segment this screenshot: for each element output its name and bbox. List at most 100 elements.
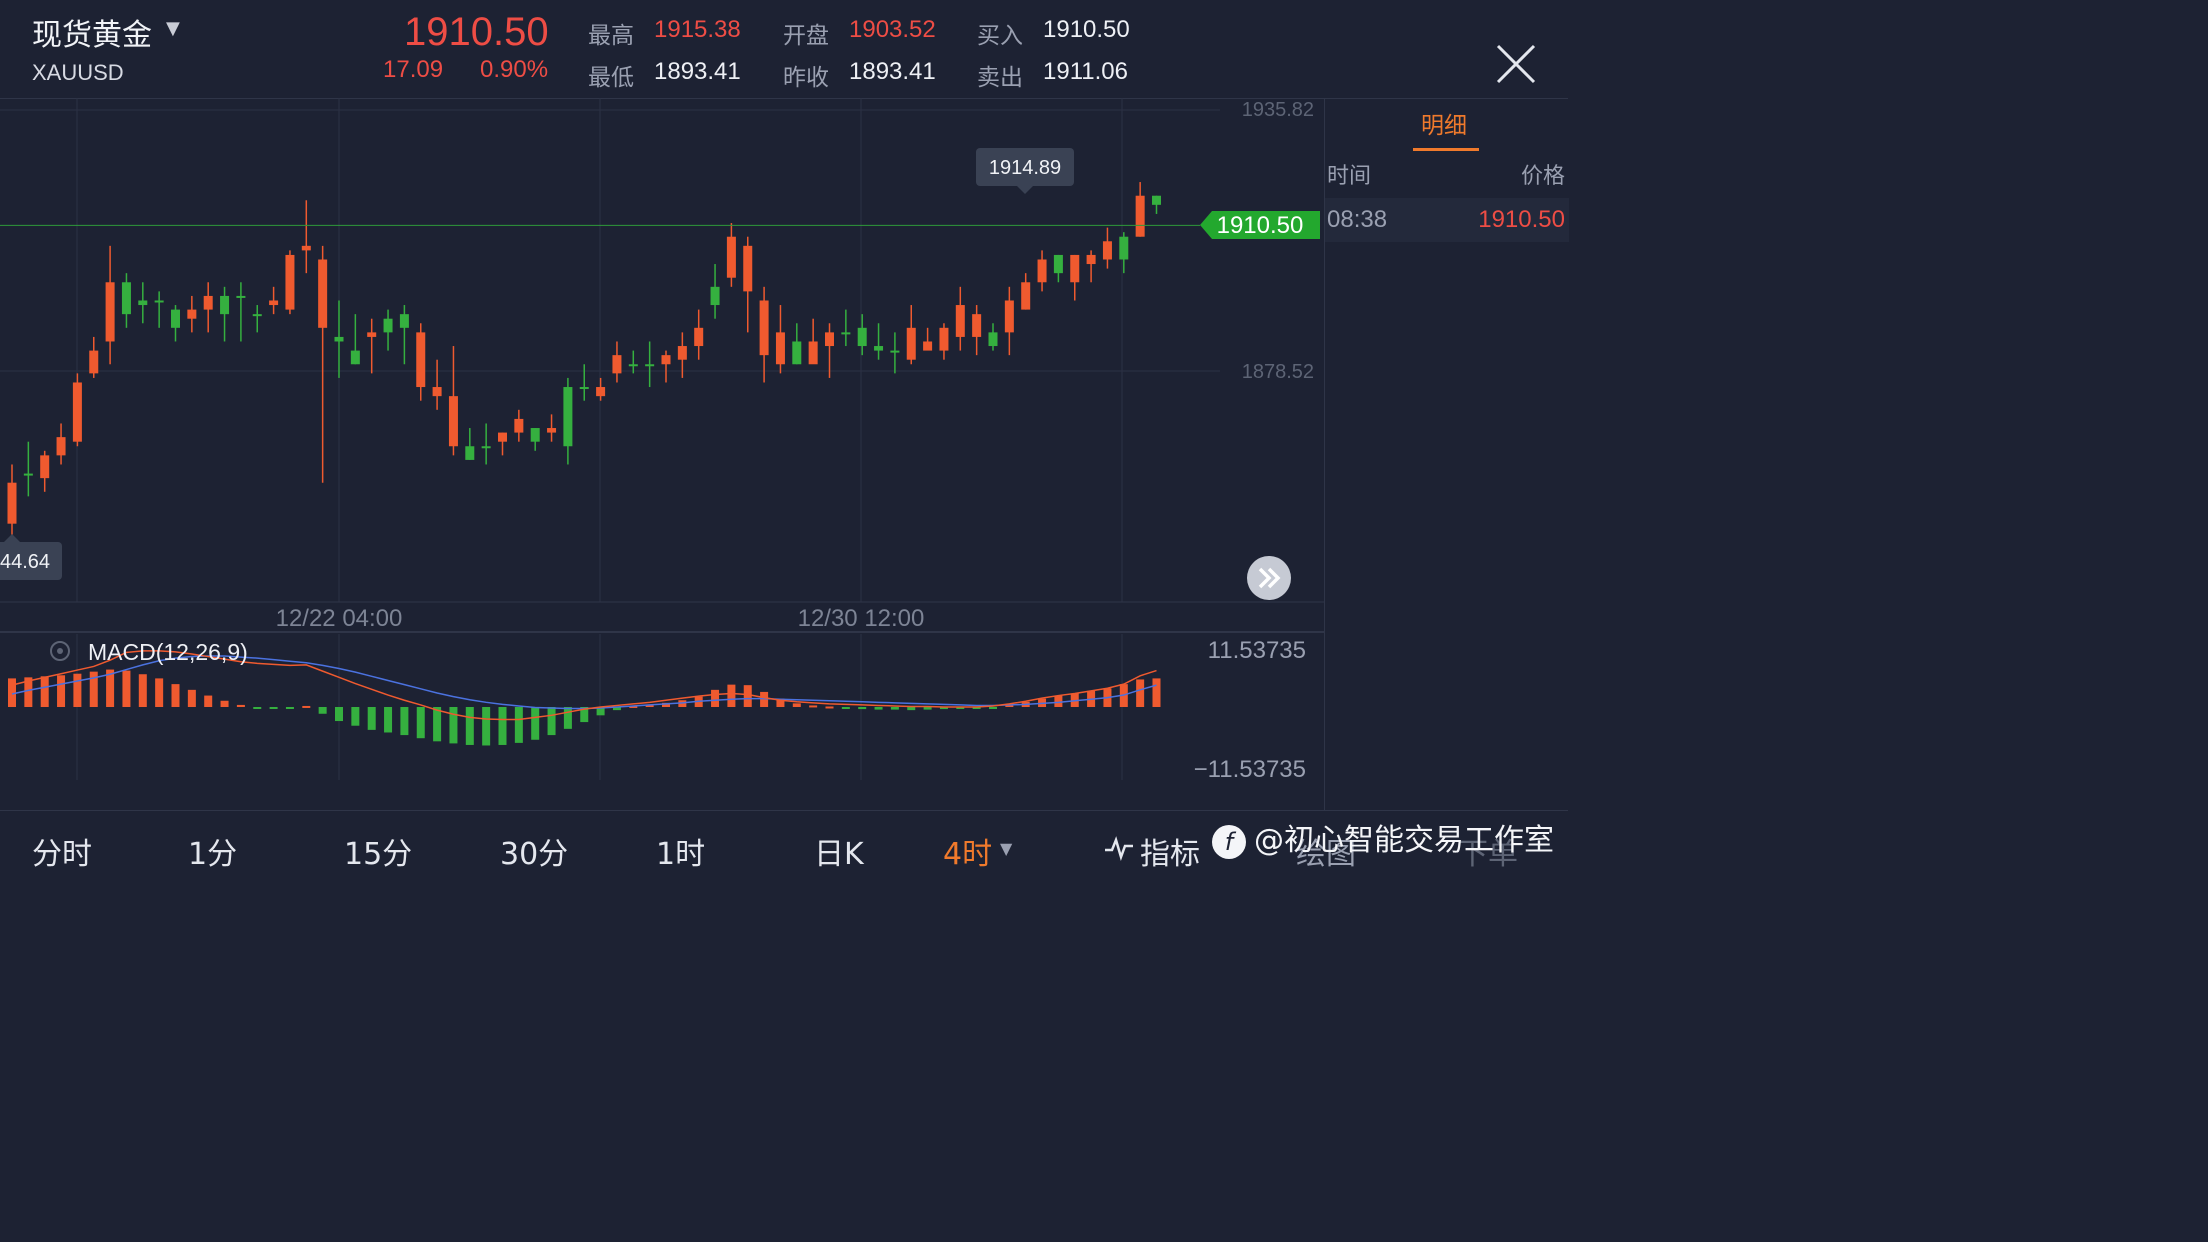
macd-bar (776, 698, 785, 707)
settings-gear-icon (50, 641, 70, 661)
macd-axis-bottom: −11.53735 (1194, 756, 1306, 783)
macd-bar (612, 707, 621, 711)
tf-4h[interactable]: 4时 (943, 837, 993, 872)
candle (841, 309, 851, 347)
timeframe-toolbar: 分时 1分 15分 30分 1时 日K 4时 ▼ 指标 绘图 下单 f @初心智能… (0, 810, 1568, 883)
macd-bar (760, 691, 769, 707)
candle-body (939, 327, 949, 351)
candle (23, 441, 33, 497)
tf-30m[interactable]: 30分 (500, 837, 569, 872)
tf-1h[interactable]: 1时 (656, 837, 706, 872)
candle (906, 305, 916, 365)
tf-daily[interactable]: 日K (814, 837, 864, 872)
candle-body (89, 350, 99, 374)
candlestick-series (7, 182, 1161, 574)
macd-bar (285, 707, 294, 709)
ask-label: 卖出 (977, 65, 1023, 91)
macd-bar (482, 707, 491, 746)
draw-button[interactable]: 绘图 (1296, 837, 1356, 872)
macd-label: MACD(12,26,9) (88, 639, 248, 665)
price-axis-mid: 1878.52 (1242, 361, 1314, 383)
indicator-button[interactable]: 指标 (1140, 837, 1200, 872)
candle (579, 364, 589, 401)
symbol-name[interactable]: 现货黄金 (32, 18, 152, 53)
macd-bar (711, 689, 720, 707)
candle-body (252, 314, 262, 317)
candle-body (923, 341, 933, 351)
order-button[interactable]: 下单 (1458, 837, 1518, 872)
candle-body (825, 332, 834, 347)
kline-chart[interactable]: 1935.82 1878.52 1914.89 1910.50 44.64 12… (0, 98, 1324, 810)
candle-body (465, 446, 475, 460)
macd-bar (874, 707, 883, 710)
open-value: 1903.52 (849, 16, 936, 43)
trade-detail-panel: 明细 时间 价格 08:38 1910.50 (1324, 98, 1569, 810)
candle (1152, 195, 1161, 214)
candle-body (40, 455, 50, 479)
price-axis-labels: 1935.82 1878.52 (1242, 99, 1314, 383)
macd-bar (809, 705, 818, 708)
macd-bar (596, 707, 605, 716)
candle-body (318, 259, 328, 328)
candle (1070, 254, 1080, 301)
candle-body (432, 387, 442, 397)
tf-15m[interactable]: 15分 (344, 837, 413, 872)
tf-tick[interactable]: 分时 (32, 837, 92, 872)
macd-bar (220, 700, 229, 707)
macd-bar (155, 678, 164, 707)
caret-down-icon[interactable]: ▼ (1000, 839, 1013, 858)
last-price: 1910.50 (404, 10, 549, 54)
candle-body (1053, 254, 1063, 274)
price-change-pct: 0.90% (480, 56, 549, 83)
macd-bar (547, 707, 556, 736)
close-icon[interactable] (1494, 42, 1538, 86)
trade-row (1325, 198, 1569, 242)
candle-body (857, 327, 867, 347)
candle-body (448, 396, 458, 447)
candle (726, 223, 736, 287)
macd-bar (449, 707, 458, 744)
candle (203, 282, 213, 333)
tf-1m[interactable]: 1分 (188, 837, 238, 872)
watermark: f @初心智能交易工作室 (1212, 815, 1554, 859)
candle (40, 450, 50, 492)
candle-body (171, 309, 180, 328)
candle-body (694, 327, 704, 347)
trade-time: 08:38 (1327, 206, 1388, 233)
tab-underline (1413, 148, 1479, 151)
caret-down-icon[interactable]: ▼ (166, 18, 180, 39)
candle (171, 305, 180, 342)
macd-bar (122, 670, 131, 707)
tab-detail[interactable]: 明细 (1421, 113, 1467, 139)
macd-bar (367, 707, 376, 730)
macd-bar (939, 707, 948, 710)
x-axis-label-1: 12/22 04:00 (276, 605, 403, 632)
macd-bar (662, 702, 670, 707)
macd-bar (269, 707, 278, 709)
quote-header: 现货黄金 ▼ XAUUSD 1910.50 17.09 0.90% 最高 191… (0, 0, 1568, 99)
candle-body (792, 341, 802, 365)
candle (677, 332, 687, 378)
candle-body (579, 387, 589, 390)
open-label: 开盘 (783, 23, 829, 49)
candle-body (481, 446, 491, 449)
trade-price: 1910.50 (1478, 206, 1565, 233)
macd-bar (956, 707, 965, 709)
macd-bar (858, 707, 867, 710)
macd-bar (727, 684, 736, 707)
macd-bar (351, 707, 360, 726)
scroll-to-latest-button[interactable] (1247, 556, 1291, 600)
candle-body (547, 428, 557, 433)
macd-bar (384, 707, 393, 733)
macd-bar (465, 707, 474, 745)
candle-body (138, 300, 148, 306)
macd-bar (1136, 679, 1145, 707)
macd-bar (907, 707, 916, 711)
ask-value: 1911.06 (1043, 58, 1128, 85)
col-price-header: 价格 (1520, 164, 1565, 189)
candle-body (498, 432, 507, 442)
candle (628, 350, 638, 374)
candle (121, 273, 131, 328)
prev-close-label: 昨收 (783, 65, 829, 91)
macd-bar (989, 707, 997, 709)
